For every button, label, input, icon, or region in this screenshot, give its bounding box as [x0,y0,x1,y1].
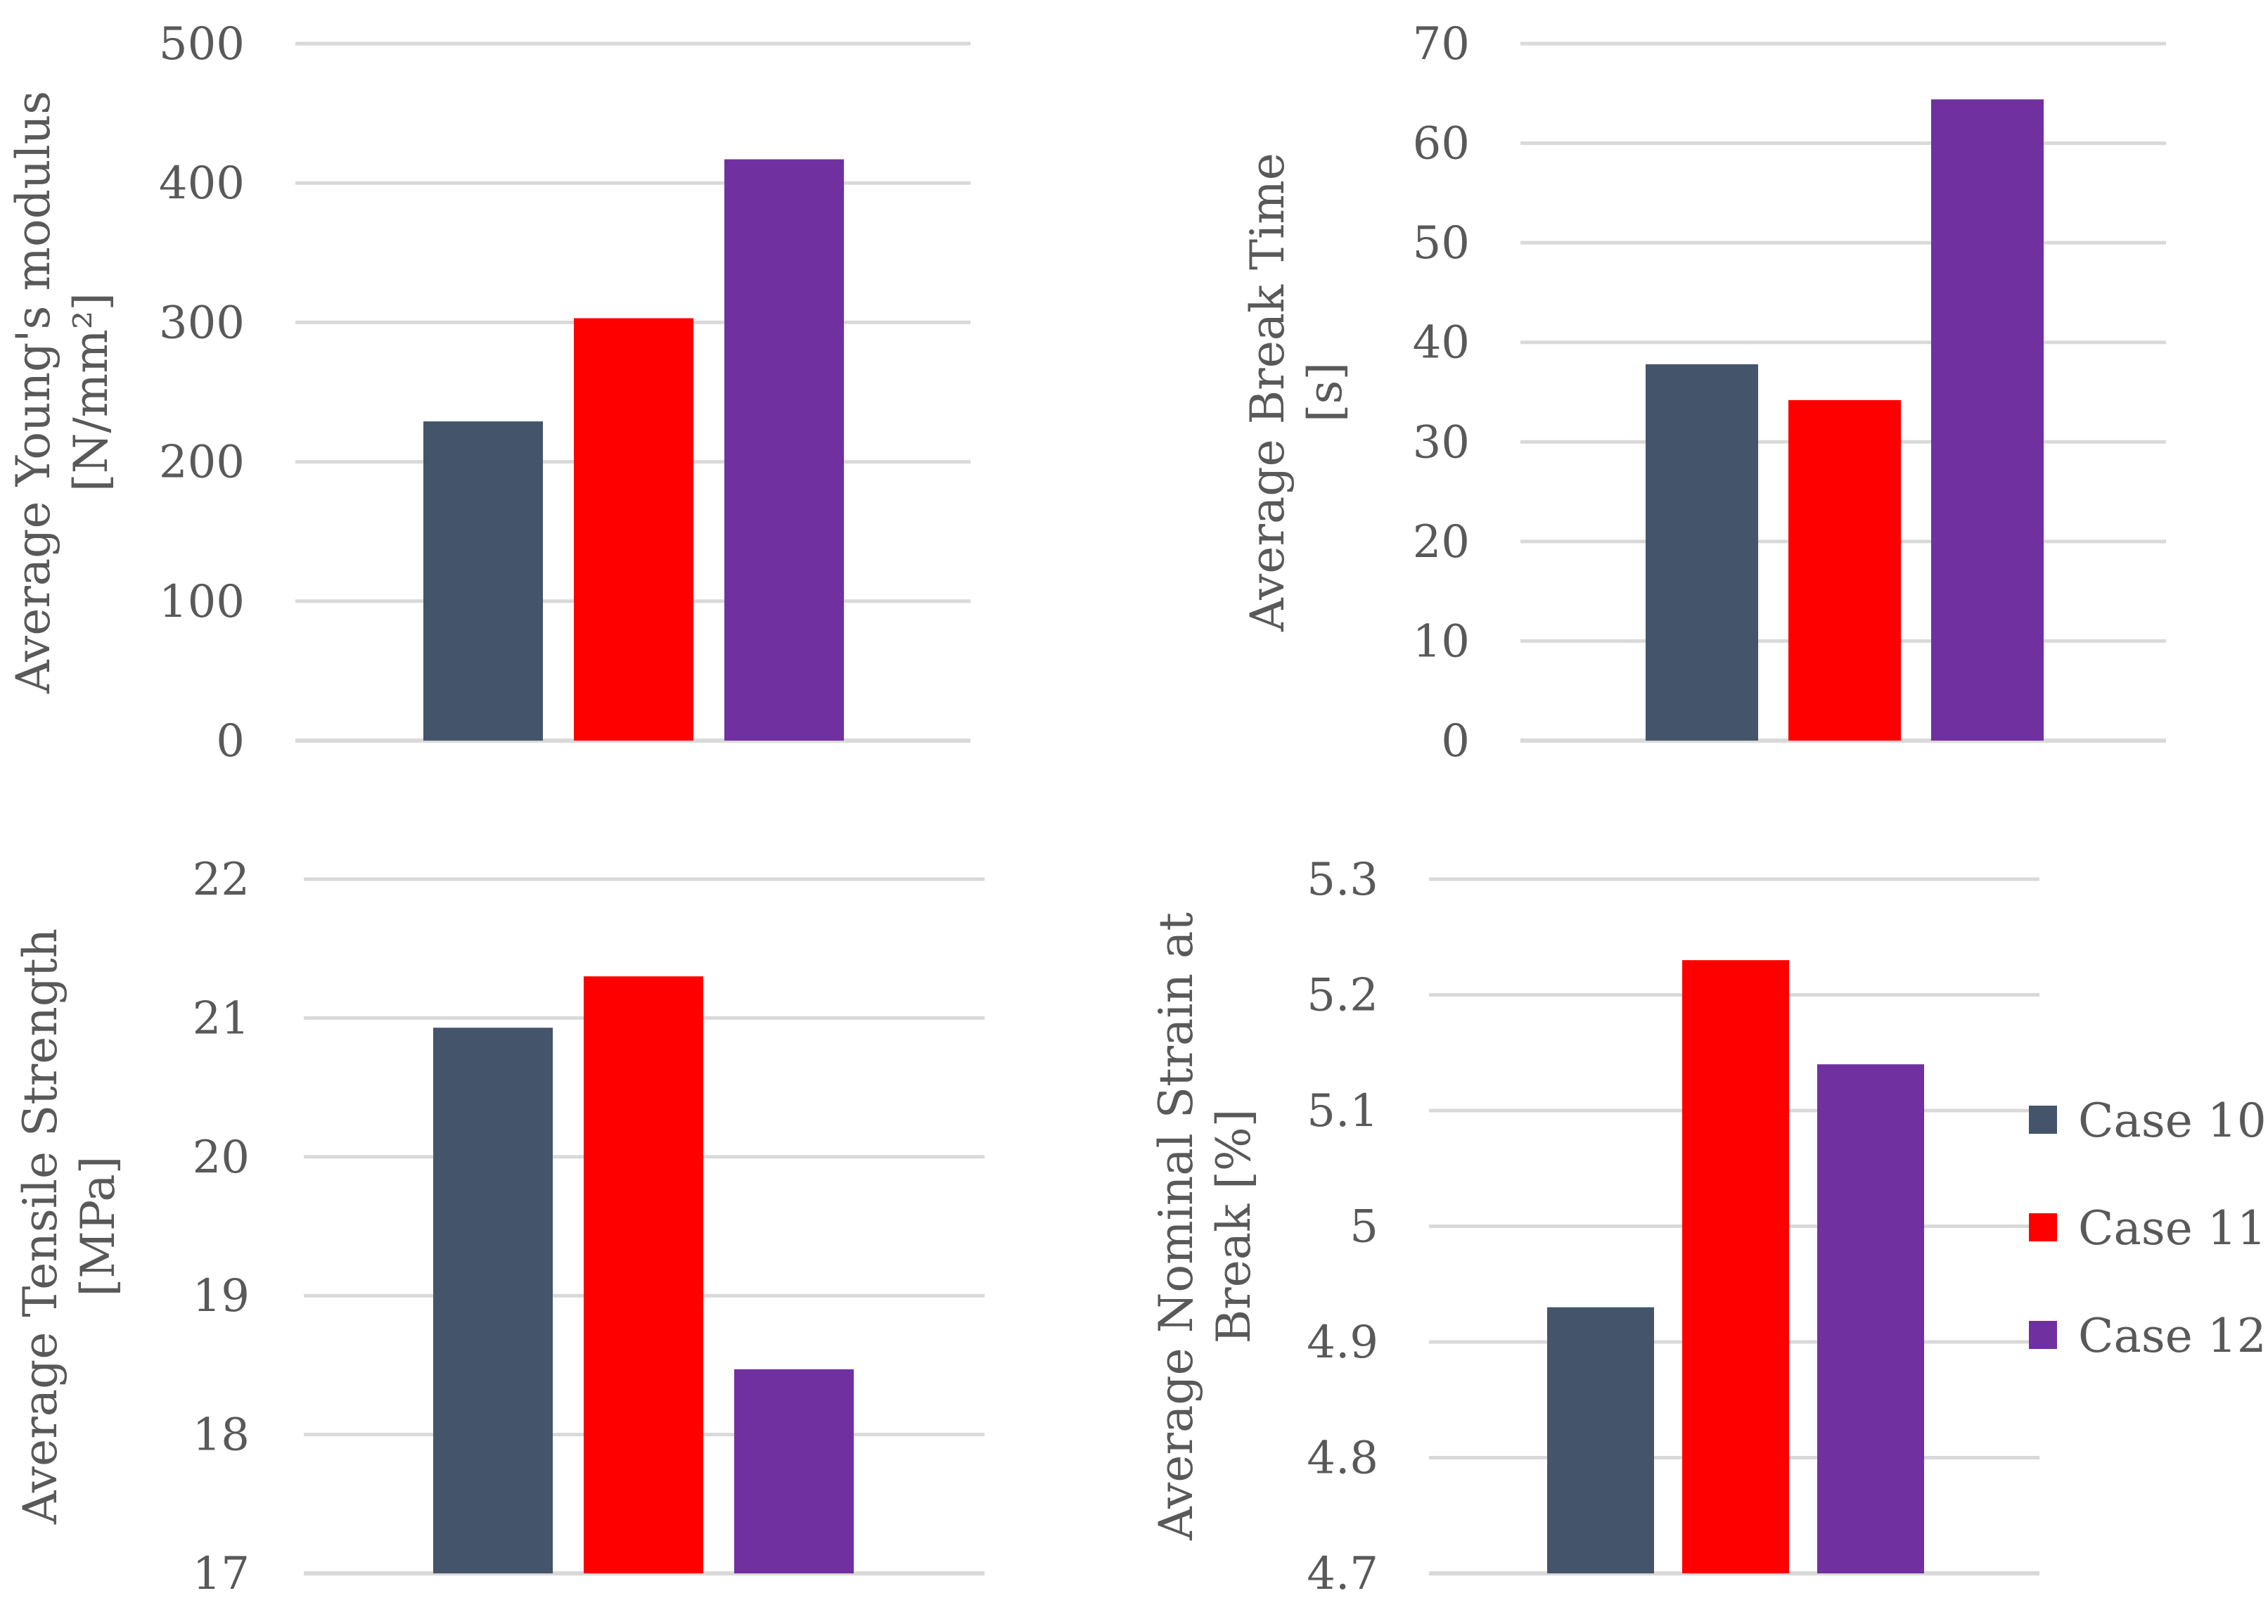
legend-item-case-11: Case 11 [2029,1201,2267,1255]
y-axis-label-line: Average Tensile Strength [13,928,68,1525]
legend-swatch-case-11 [2029,1213,2057,1241]
y-tick-label: 500 [159,18,245,70]
y-axis-label: Average Nominal Strain atBreak [%] [1149,912,1261,1541]
y-tick-label: 4.8 [1307,1433,1378,1485]
bar-case-11 [584,976,703,1573]
y-tick-label: 21 [193,992,250,1044]
y-tick-label: 0 [216,715,245,767]
y-tick-label: 18 [193,1409,250,1462]
y-tick-label: 40 [1413,317,1470,369]
y-tick-label: 70 [1413,18,1470,70]
bar-case-12 [734,1369,854,1573]
bar-case-12 [724,159,844,741]
chart-panel-3: 17 18 19 20 21 22 Average Tensile Strength[MPa… [13,854,985,1600]
bar-case-11 [1788,399,1901,741]
chart-panel-4: 4.7 4.8 4.9 5 5.1 5.2 5.3 Average Nominal Strai… [1149,854,2039,1600]
y-axis-label-line: Average Nominal Strain at [1149,912,1203,1541]
legend-item-case-12: Case 12 [2029,1309,2267,1363]
legend-swatch-case-12 [2029,1321,2057,1349]
y-tick-label: 10 [1413,615,1470,667]
y-tick-label: 50 [1413,217,1470,269]
y-tick-label: 5 [1350,1201,1378,1253]
legend-label-case-11: Case 11 [2078,1201,2267,1255]
y-tick-label: 100 [159,576,245,628]
y-axis-label: Average Tensile Strength[MPa] [13,928,125,1525]
legend-item-case-10: Case 10 [2029,1094,2267,1148]
bar-case-12 [1817,1064,1924,1573]
y-tick-label: 5.1 [1307,1085,1378,1137]
y-tick-label: 22 [193,854,250,906]
y-axis-label: Average Break Time[s] [1241,153,1352,632]
bar-case-11 [574,318,693,741]
y-tick-label: 20 [1413,516,1470,568]
y-tick-label: 200 [159,437,245,489]
legend-swatch-case-10 [2029,1106,2057,1134]
bar-case-10 [1547,1307,1654,1573]
y-tick-label: 19 [193,1270,250,1322]
y-axis-label-line: [MPa] [71,1156,125,1297]
y-tick-label: 5.3 [1307,854,1378,906]
y-tick-label: 30 [1413,416,1470,468]
y-axis-label-line: Average Break Time [1241,153,1295,632]
y-axis-label-line: [s] [1298,362,1352,422]
y-axis-label-line: Break [%] [1207,1109,1261,1344]
legend-label-case-10: Case 10 [2078,1094,2267,1148]
y-tick-label: 4.7 [1307,1548,1378,1600]
y-tick-label: 4.9 [1307,1317,1378,1369]
y-tick-label: 300 [159,297,245,349]
y-axis-label-line: Average Young's modulus [6,91,60,694]
chart-panel-1: 0 100 200 300 400 500 Average Young's modulus[… [6,18,970,767]
y-tick-label: 60 [1413,118,1470,170]
y-tick-label: 17 [193,1548,250,1600]
y-tick-label: 400 [159,158,245,210]
bar-case-12 [1931,99,2044,741]
bar-case-10 [423,421,543,741]
bar-case-11 [1682,960,1789,1573]
chart-panel-2: 0 10 20 30 40 50 60 70 Average Break Time[s] [1241,18,2166,767]
y-tick-label: 0 [1441,715,1470,767]
legend: Case 10 Case 11 Case 12 [2029,1094,2267,1363]
legend-label-case-12: Case 12 [2078,1309,2267,1363]
bar-case-10 [433,1028,553,1573]
y-axis-label-line: [N/mm²] [64,293,118,492]
y-axis-label: Average Young's modulus[N/mm²] [6,91,118,694]
y-tick-label: 20 [193,1132,250,1184]
bar-case-10 [1646,364,1758,741]
y-tick-label: 5.2 [1307,970,1378,1022]
